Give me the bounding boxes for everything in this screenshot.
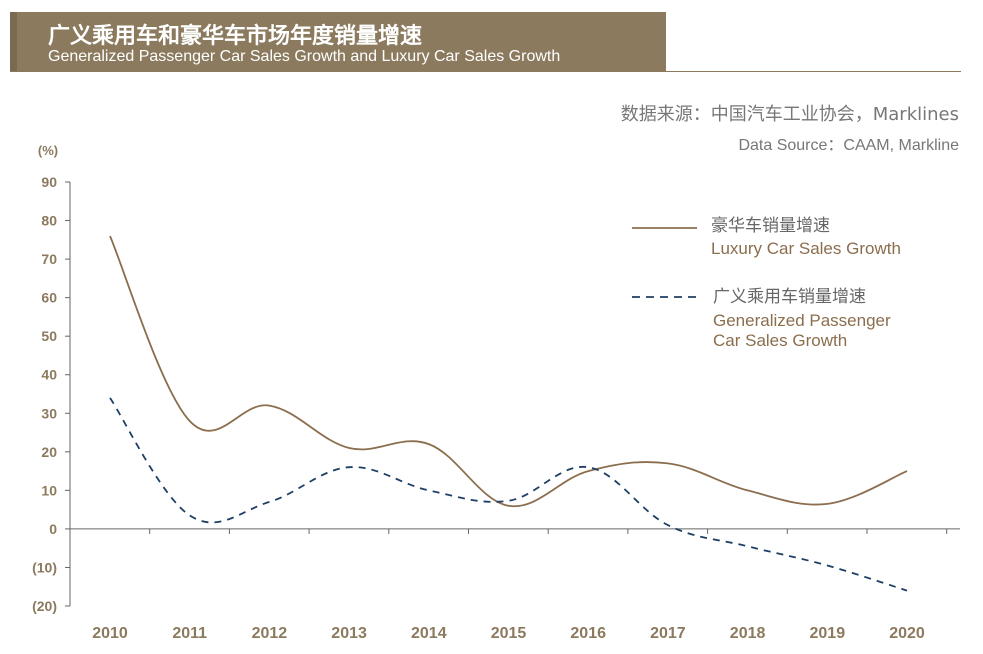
x-tick-label: 2010 bbox=[92, 625, 128, 642]
title-banner: 广义乘用车和豪华车市场年度销量增速 Generalized Passenger … bbox=[10, 12, 666, 72]
legend-label-luxury-cn: 豪华车销量增速 bbox=[711, 215, 830, 236]
series-point-luxury-2012 bbox=[267, 404, 271, 408]
series-point-luxury-2010 bbox=[108, 234, 112, 238]
series-point-luxury-2020 bbox=[905, 469, 909, 473]
title-accent-bar bbox=[10, 12, 17, 72]
y-axis-label: (%) bbox=[38, 143, 58, 158]
y-tick-label: 50 bbox=[41, 328, 57, 344]
y-tick-label: 60 bbox=[41, 290, 57, 306]
y-tick-label: 40 bbox=[41, 367, 57, 383]
series-point-luxury-2011 bbox=[188, 419, 192, 423]
title-underline bbox=[10, 71, 961, 72]
x-tick-label: 2017 bbox=[650, 625, 686, 642]
y-tick-label: 20 bbox=[41, 444, 57, 460]
legend-label-passenger-en-line2: Car Sales Growth bbox=[713, 331, 847, 350]
x-tick-label: 2013 bbox=[331, 625, 367, 642]
series-point-luxury-2014 bbox=[427, 442, 431, 446]
series-point-passenger-2013 bbox=[347, 465, 351, 469]
legend-label-passenger-en-line1: Generalized Passenger bbox=[713, 311, 891, 330]
y-tick-label: 80 bbox=[41, 213, 57, 229]
legend-label-luxury-en: Luxury Car Sales Growth bbox=[711, 239, 901, 258]
series-lines bbox=[108, 234, 909, 593]
series-point-luxury-2018 bbox=[746, 488, 750, 492]
x-tick-label: 2015 bbox=[491, 625, 527, 642]
legend: 豪华车销量增速 Luxury Car Sales Growth 广义乘用车销量增… bbox=[632, 215, 901, 350]
y-tick-label: 30 bbox=[41, 405, 57, 421]
x-tick-label: 2018 bbox=[730, 625, 766, 642]
series-point-passenger-2015 bbox=[507, 499, 511, 503]
y-tick-label: 0 bbox=[49, 521, 57, 537]
series-point-luxury-2015 bbox=[507, 504, 511, 508]
series-line-luxury bbox=[109, 235, 908, 508]
series-point-passenger-2018 bbox=[746, 544, 750, 548]
y-tick-label: (20) bbox=[32, 598, 57, 614]
series-point-passenger-2017 bbox=[666, 523, 670, 527]
series-point-luxury-2016 bbox=[586, 469, 590, 473]
series-point-passenger-2020 bbox=[905, 589, 909, 593]
y-tick-label: 70 bbox=[41, 251, 57, 267]
x-tick-label: 2020 bbox=[889, 625, 925, 642]
series-point-passenger-2016 bbox=[586, 465, 590, 469]
series-line-passenger bbox=[109, 397, 908, 592]
series-point-luxury-2017 bbox=[666, 461, 670, 465]
y-tick-label: (10) bbox=[32, 559, 57, 575]
x-tick-label: 2012 bbox=[252, 625, 288, 642]
chart-title-en: Generalized Passenger Car Sales Growth a… bbox=[48, 48, 561, 65]
y-tick-label: 90 bbox=[41, 174, 57, 190]
series-point-luxury-2019 bbox=[825, 502, 829, 506]
y-tick-label: 10 bbox=[41, 482, 57, 498]
series-point-luxury-2013 bbox=[347, 446, 351, 450]
series-point-passenger-2012 bbox=[267, 500, 271, 504]
series-point-passenger-2011 bbox=[188, 513, 192, 517]
x-tick-label: 2016 bbox=[570, 625, 606, 642]
x-axis: 2010 2011 2012 2013 2014 2015 2016 2017 2018 2019… bbox=[69, 528, 960, 642]
chart-title-cn: 广义乘用车和豪华车市场年度销量增速 bbox=[48, 24, 423, 49]
series-point-passenger-2019 bbox=[825, 564, 829, 568]
legend-label-passenger-cn: 广义乘用车销量增速 bbox=[713, 287, 866, 307]
y-axis: 90 80 70 60 50 40 30 20 10 0 (10) (20) bbox=[32, 174, 71, 614]
series-point-passenger-2010 bbox=[108, 396, 112, 400]
x-tick-label: 2019 bbox=[810, 625, 846, 642]
x-tick-label: 2014 bbox=[411, 625, 447, 642]
series-point-passenger-2014 bbox=[427, 488, 431, 492]
data-source-en: Data Source：CAAM, Markline bbox=[738, 137, 959, 154]
x-tick-label: 2011 bbox=[172, 625, 207, 642]
data-source-cn: 数据来源：中国汽车工业协会，Marklines bbox=[620, 104, 959, 125]
